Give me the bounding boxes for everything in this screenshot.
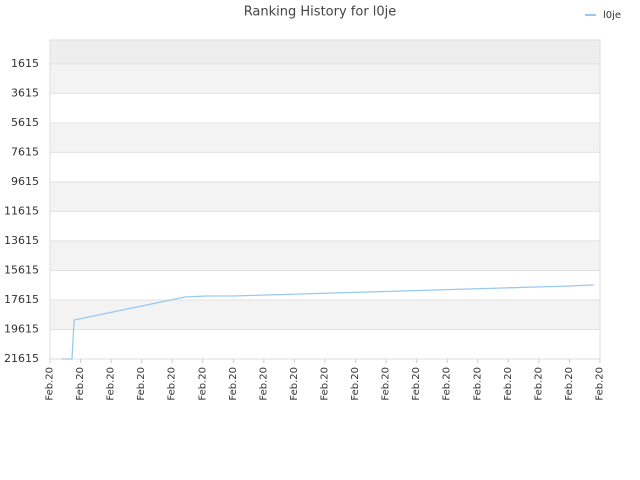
x-tick-label: Feb.20 (472, 367, 483, 401)
x-tick-label: Feb.20 (106, 367, 117, 401)
y-tick-label: 9615 (11, 175, 39, 188)
y-tick-label: 1615 (11, 57, 39, 70)
plot-band (50, 152, 600, 182)
plot-band (50, 40, 600, 64)
series-line (61, 284, 594, 360)
x-tick-label: Feb.20 (167, 367, 178, 401)
x-tick-label: Feb.20 (533, 367, 544, 401)
y-tick-label: 19615 (4, 322, 39, 335)
x-tick-label: Feb.20 (258, 367, 269, 401)
x-tick-label: Feb.20 (595, 367, 606, 401)
y-tick-label: 5615 (11, 116, 39, 129)
plot-band (50, 181, 600, 212)
plot-band (50, 329, 600, 359)
x-tick-label: Feb.20 (45, 367, 56, 401)
plot-band (50, 211, 600, 241)
y-tick-label: 13615 (4, 234, 39, 247)
x-tick-label: Feb.20 (564, 367, 575, 401)
plot-band (50, 299, 600, 330)
y-tick-label: 21615 (4, 352, 39, 365)
plot-band (50, 122, 600, 153)
plot-band (50, 93, 600, 123)
legend-label: l0je (603, 10, 621, 21)
x-tick-label: Feb.20 (289, 367, 300, 401)
plot-band (50, 240, 600, 271)
x-tick-label: Feb.20 (228, 367, 239, 401)
x-tick-label: Feb.20 (381, 367, 392, 401)
x-tick-label: Feb.20 (442, 367, 453, 401)
y-tick-label: 15615 (4, 263, 39, 276)
plot-band (50, 270, 600, 300)
y-tick-label: 11615 (4, 204, 39, 217)
y-tick-label: 17615 (4, 293, 39, 306)
x-tick-label: Feb.20 (197, 367, 208, 401)
chart-title: Ranking History for l0je (244, 5, 397, 20)
x-tick-label: Feb.20 (411, 367, 422, 401)
x-tick-label: Feb.20 (503, 367, 514, 401)
y-tick-label: 3615 (11, 86, 39, 99)
x-tick-label: Feb.20 (350, 367, 361, 401)
y-tick-label: 7615 (11, 145, 39, 158)
x-tick-label: Feb.20 (136, 367, 147, 401)
plot-band (50, 63, 600, 94)
x-tick-label: Feb.20 (75, 367, 86, 401)
x-tick-label: Feb.20 (320, 367, 331, 401)
